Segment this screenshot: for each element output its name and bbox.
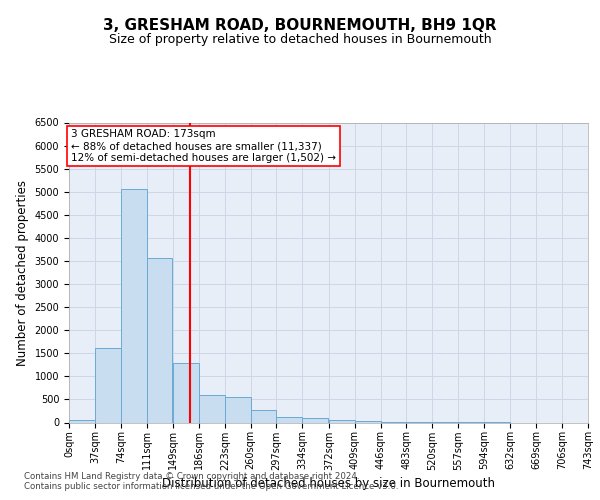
Bar xyxy=(277,416,302,422)
Bar xyxy=(69,420,95,422)
Bar xyxy=(355,421,380,422)
Text: 3, GRESHAM ROAD, BOURNEMOUTH, BH9 1QR: 3, GRESHAM ROAD, BOURNEMOUTH, BH9 1QR xyxy=(103,18,497,32)
Bar xyxy=(251,410,277,422)
Bar xyxy=(302,418,328,422)
Bar xyxy=(199,395,225,422)
Text: Contains HM Land Registry data © Crown copyright and database right 2024.: Contains HM Land Registry data © Crown c… xyxy=(24,472,359,481)
Bar xyxy=(173,363,199,422)
Text: Contains public sector information licensed under the Open Government Licence v3: Contains public sector information licen… xyxy=(24,482,398,491)
Bar xyxy=(225,397,251,422)
Y-axis label: Number of detached properties: Number of detached properties xyxy=(16,180,29,366)
Bar xyxy=(329,420,355,422)
Bar xyxy=(121,190,146,422)
Bar xyxy=(95,348,121,422)
Bar xyxy=(146,258,172,422)
Text: 3 GRESHAM ROAD: 173sqm
← 88% of detached houses are smaller (11,337)
12% of semi: 3 GRESHAM ROAD: 173sqm ← 88% of detached… xyxy=(71,130,336,162)
X-axis label: Distribution of detached houses by size in Bournemouth: Distribution of detached houses by size … xyxy=(162,476,495,490)
Text: Size of property relative to detached houses in Bournemouth: Size of property relative to detached ho… xyxy=(109,32,491,46)
